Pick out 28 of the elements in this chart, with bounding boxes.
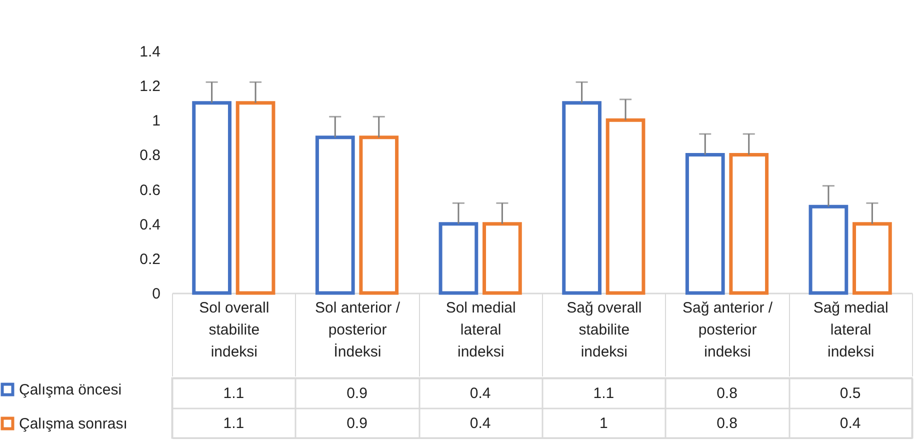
data-label: 0.4 — [470, 385, 491, 402]
y-tick-label: 1.4 — [140, 44, 160, 60]
y-tick-label: 0 — [152, 286, 160, 302]
data-label: 0.8 — [716, 385, 738, 402]
y-tick-label: 1 — [152, 112, 160, 130]
data-label: 0.9 — [346, 415, 368, 432]
x-tick-label: Sol anterior / posterior İndeksi — [314, 300, 401, 360]
data-label: 1.1 — [593, 385, 614, 402]
x-tick-label: Sol medial lateral indeksi — [446, 300, 516, 360]
data-label: 0.4 — [840, 415, 861, 432]
y-tick-label: 0.4 — [140, 216, 160, 234]
y-tick-label: 0.2 — [140, 250, 160, 268]
data-label: 1 — [599, 415, 608, 432]
data-label: 1.1 — [223, 415, 244, 432]
data-label: 1.1 — [223, 385, 244, 402]
y-tick-label: 0.6 — [140, 182, 160, 199]
y-tick-label: 1.2 — [140, 78, 160, 96]
data-label: 0.4 — [470, 415, 491, 432]
x-tick-label: Sol overall stabilite indeksi — [199, 300, 270, 360]
legend-label: Çalışma öncesi — [19, 382, 122, 398]
x-tick-label: Sağ overall stabilite indeksi — [566, 300, 642, 360]
data-label: 0.8 — [716, 415, 738, 432]
data-label: 0.5 — [840, 385, 861, 402]
legend-label: Çalışma sonrası — [19, 416, 128, 432]
y-tick-label: 0.8 — [140, 147, 160, 164]
x-tick-label: Sağ anterior / posterior indeksi — [682, 300, 774, 360]
x-tick-label: Sağ medial lateral indeksi — [813, 300, 888, 360]
data-label: 0.9 — [346, 385, 368, 402]
